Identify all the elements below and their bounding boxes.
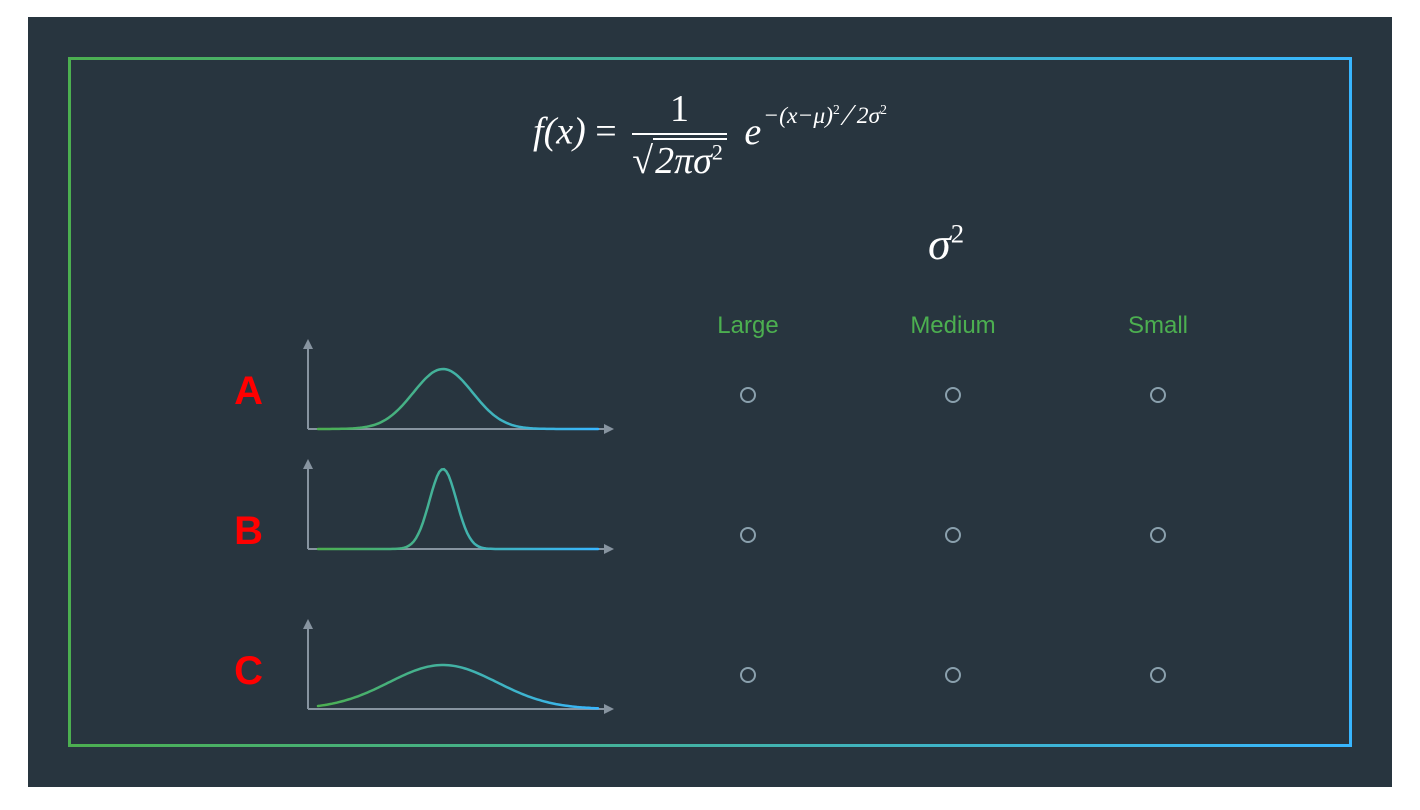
radio-a-large[interactable]	[740, 387, 756, 403]
slide: f(x) = 1 √2πσ2 e−(x−μ)2 ⁄ 2σ2 σ2 Large M…	[28, 17, 1392, 787]
column-header-large: Large	[678, 312, 818, 340]
variance-symbol: σ2	[928, 217, 964, 270]
radio-b-small[interactable]	[1150, 527, 1166, 543]
row-label-c: C	[223, 649, 263, 694]
radio-b-medium[interactable]	[945, 527, 961, 543]
formula-fraction: 1 √2πσ2	[632, 87, 727, 183]
curve-a	[298, 339, 618, 449]
radio-c-large[interactable]	[740, 667, 756, 683]
curve-b	[298, 459, 618, 569]
column-header-medium: Medium	[883, 312, 1023, 340]
formula-lhs: f(x)	[533, 111, 586, 153]
formula-equals: =	[595, 111, 626, 153]
column-header-small: Small	[1088, 312, 1228, 340]
formula-numerator: 1	[632, 87, 727, 135]
radio-c-medium[interactable]	[945, 667, 961, 683]
radio-a-small[interactable]	[1150, 387, 1166, 403]
formula-denominator: √2πσ2	[632, 135, 727, 183]
radio-c-small[interactable]	[1150, 667, 1166, 683]
formula-e: e	[744, 111, 761, 153]
radio-a-medium[interactable]	[945, 387, 961, 403]
radio-b-large[interactable]	[740, 527, 756, 543]
row-label-b: B	[223, 509, 263, 554]
row-label-a: A	[223, 369, 263, 414]
curve-c	[298, 619, 618, 729]
formula-exponent: −(x−μ)2 ⁄ 2σ2	[763, 96, 887, 131]
gaussian-pdf-formula: f(x) = 1 √2πσ2 e−(x−μ)2 ⁄ 2σ2	[28, 87, 1392, 183]
